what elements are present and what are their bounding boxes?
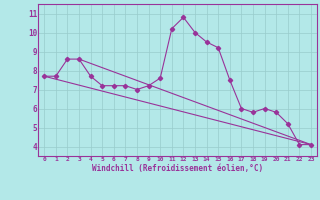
X-axis label: Windchill (Refroidissement éolien,°C): Windchill (Refroidissement éolien,°C) — [92, 164, 263, 173]
